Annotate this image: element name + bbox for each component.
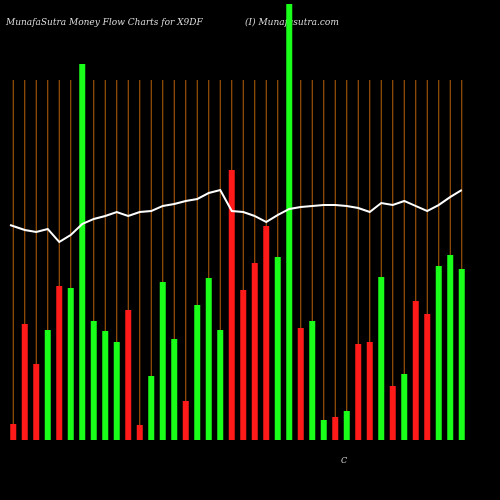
bar xyxy=(251,263,258,440)
bar xyxy=(240,290,247,440)
bar xyxy=(113,342,120,440)
bar xyxy=(159,282,166,440)
bar xyxy=(194,305,201,440)
bar xyxy=(10,424,17,440)
bar xyxy=(320,420,327,440)
bar xyxy=(205,278,212,440)
bar xyxy=(286,4,293,440)
bar xyxy=(136,425,143,440)
bar xyxy=(79,64,86,440)
bar xyxy=(44,330,51,440)
bar xyxy=(21,324,28,440)
bar xyxy=(217,330,224,440)
annotation: C xyxy=(341,456,347,465)
bar xyxy=(412,301,419,440)
bar xyxy=(228,170,235,440)
bar xyxy=(56,286,63,440)
bar xyxy=(424,314,431,440)
bar xyxy=(435,266,442,440)
bar xyxy=(332,417,339,440)
bar xyxy=(297,328,304,440)
bar xyxy=(378,277,385,440)
bar xyxy=(33,364,40,440)
bar xyxy=(447,255,454,440)
bar xyxy=(366,342,373,440)
bar xyxy=(389,386,396,440)
bar xyxy=(458,269,465,440)
bar xyxy=(148,376,155,440)
bar xyxy=(274,257,281,440)
bar xyxy=(67,288,74,440)
bar xyxy=(102,331,109,440)
bar xyxy=(263,226,270,440)
bar xyxy=(125,310,132,440)
bar xyxy=(343,411,350,440)
bar xyxy=(182,401,189,440)
chart-title: MunafaSutra Money Flow Charts for X9DF xyxy=(5,18,203,28)
bar xyxy=(171,339,178,440)
bar xyxy=(309,321,316,440)
price-line xyxy=(9,188,463,244)
bar xyxy=(90,321,97,440)
bar xyxy=(355,344,362,440)
bar xyxy=(401,374,408,440)
